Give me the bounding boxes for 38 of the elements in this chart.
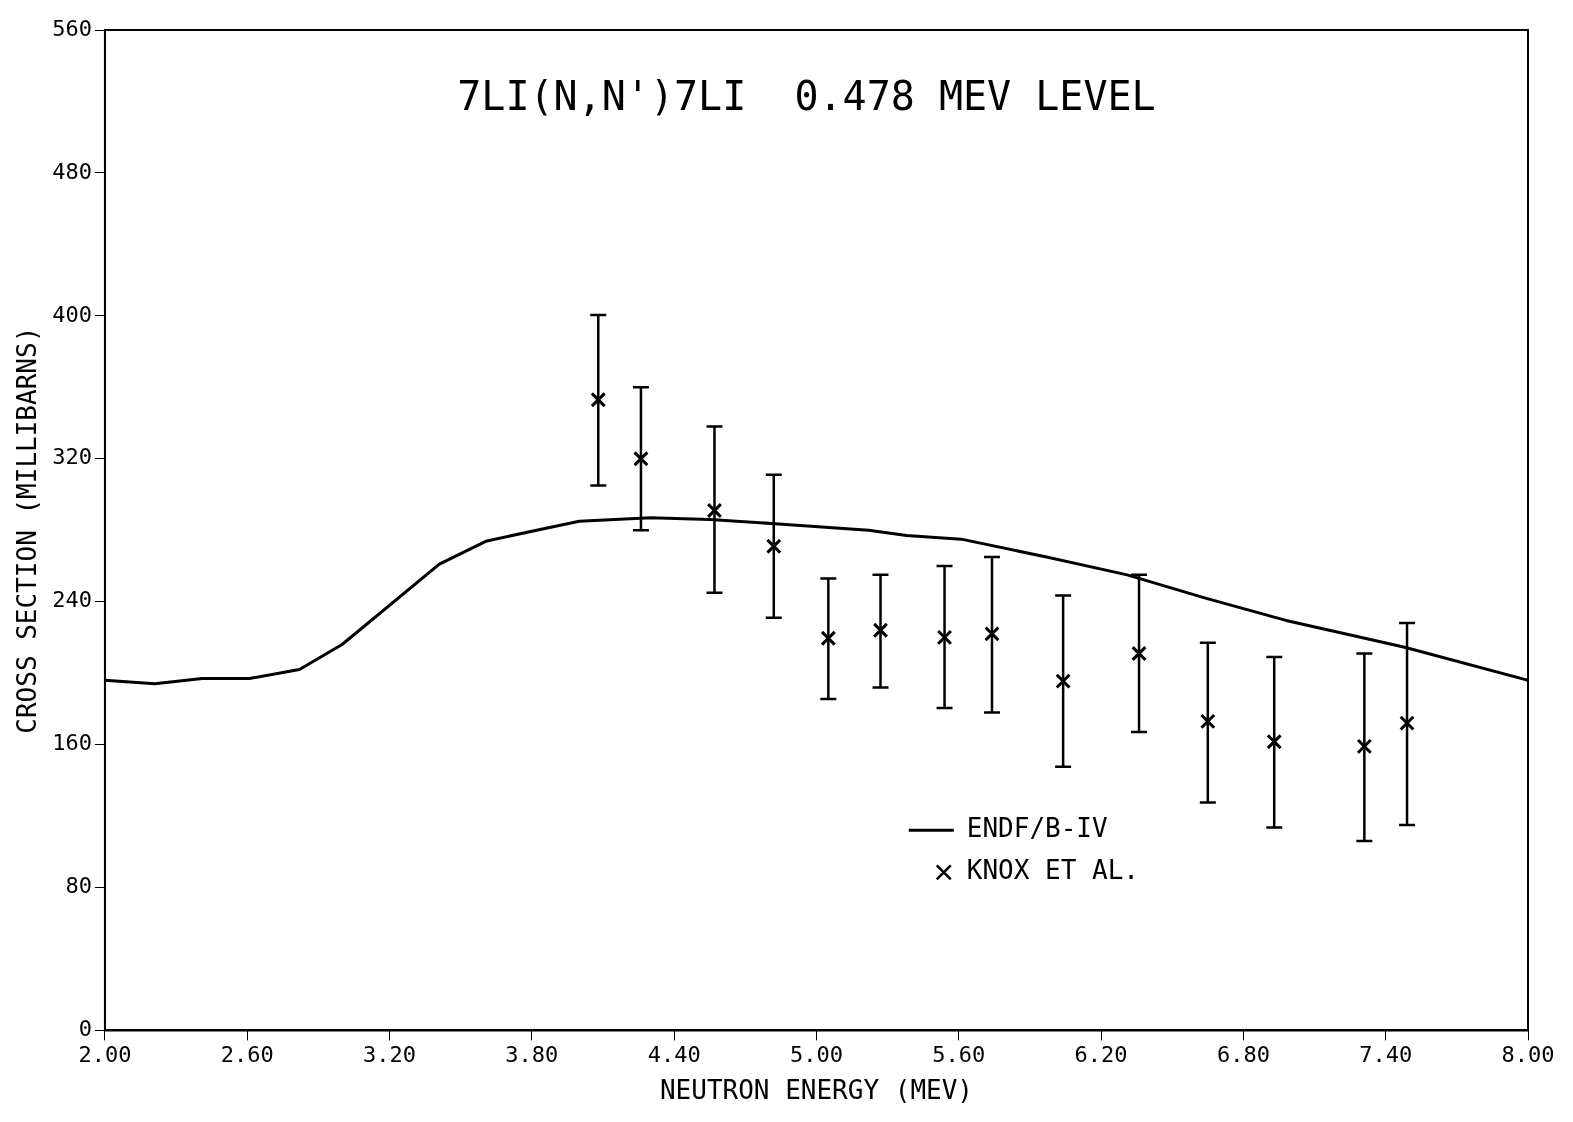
point — [1055, 673, 1071, 690]
x-tick-label: 5.00 — [789, 1042, 843, 1068]
point — [590, 391, 607, 408]
legend-label: KNOX ET AL. — [966, 855, 1139, 886]
point — [936, 629, 953, 646]
x-axis-title: NEUTRON ENERGY (MEV) — [659, 1075, 974, 1106]
point — [984, 625, 1000, 642]
x-tick-label: 6.80 — [1216, 1042, 1270, 1068]
x-tick-label: 4.40 — [647, 1042, 701, 1068]
point — [633, 450, 649, 467]
x-tick-label: 3.80 — [505, 1042, 559, 1068]
point — [1199, 713, 1216, 730]
point — [872, 622, 889, 639]
y-tick-label: 320 — [52, 444, 92, 470]
point — [1266, 733, 1283, 750]
x-tick-label: 5.60 — [932, 1042, 986, 1068]
point — [765, 538, 782, 555]
y-tick-label: 160 — [52, 730, 92, 756]
point — [1131, 645, 1147, 662]
text: 7LI(N,N')7LI 0.478 MEV LEVEL — [457, 73, 1156, 120]
y-tick-label: 560 — [52, 15, 92, 41]
y-tick-label: 240 — [52, 587, 92, 613]
point — [1356, 738, 1373, 755]
legend-label: ENDF/B-IV — [966, 813, 1108, 844]
x-tick-label: 2.00 — [78, 1042, 132, 1068]
x-tick-label: 3.20 — [363, 1042, 417, 1068]
y-tick-label: 0 — [78, 1016, 92, 1042]
y-tick-label: 80 — [65, 873, 92, 899]
point — [820, 630, 837, 647]
x-tick-label: 6.20 — [1074, 1042, 1128, 1068]
y-tick-label: 480 — [52, 158, 92, 184]
point — [706, 502, 723, 519]
x-tick-label: 2.60 — [220, 1042, 274, 1068]
y-tick-label: 400 — [52, 301, 92, 327]
y-axis-title: CROSS SECTION (MILLIBARNS) — [12, 326, 43, 734]
x-tick-label: 8.00 — [1501, 1042, 1555, 1068]
x-tick-label: 7.40 — [1359, 1042, 1413, 1068]
point — [1399, 715, 1415, 731]
